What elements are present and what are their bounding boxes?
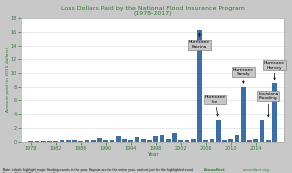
Bar <box>253 139 258 142</box>
Bar <box>235 135 239 142</box>
Bar <box>204 140 208 142</box>
Bar <box>210 139 214 142</box>
Bar <box>191 139 196 142</box>
Bar <box>85 140 89 142</box>
Bar <box>247 140 252 142</box>
Bar <box>35 141 39 142</box>
Bar <box>97 138 102 142</box>
Bar <box>53 141 58 142</box>
Bar <box>79 141 83 142</box>
Text: EconoFact: EconoFact <box>204 168 226 172</box>
Bar <box>241 87 246 142</box>
Bar <box>228 139 233 142</box>
Bar <box>128 140 133 142</box>
Bar <box>41 141 46 142</box>
Bar <box>103 140 108 142</box>
Bar <box>141 139 146 142</box>
Text: Hurricane
Sandy: Hurricane Sandy <box>233 68 254 83</box>
Bar <box>91 140 95 142</box>
Bar <box>260 120 265 142</box>
Bar <box>116 136 121 142</box>
Text: econofact.org: econofact.org <box>242 168 269 172</box>
Y-axis label: Amount paid (in 2015 dollars): Amount paid (in 2015 dollars) <box>6 47 10 112</box>
Bar <box>222 140 227 142</box>
Bar <box>135 137 139 142</box>
Bar <box>110 140 114 142</box>
Bar <box>160 135 164 142</box>
Bar <box>60 140 64 142</box>
Bar <box>122 139 127 142</box>
Bar <box>272 83 277 142</box>
Text: Louisiana
Flooding: Louisiana Flooding <box>258 92 279 117</box>
X-axis label: Year: Year <box>147 152 159 157</box>
Text: Hurricane
Ike: Hurricane Ike <box>205 95 226 116</box>
Bar <box>166 139 171 142</box>
Title: Loss Dollars Paid by the National Flood Insurance Program
(1978-2017): Loss Dollars Paid by the National Flood … <box>61 6 245 16</box>
Bar <box>28 141 33 142</box>
Text: Hurricane
Harvey: Hurricane Harvey <box>264 61 285 80</box>
Bar <box>47 141 52 142</box>
Text: Note: Labels highlight major flooding events in the year. Payouts are for the en: Note: Labels highlight major flooding ev… <box>3 168 194 172</box>
Bar <box>185 140 190 142</box>
Bar <box>172 133 177 142</box>
Bar <box>153 136 158 142</box>
Bar <box>266 140 271 142</box>
Bar <box>72 140 77 142</box>
Bar <box>216 120 221 142</box>
Text: Hurricane
Katrina: Hurricane Katrina <box>189 33 210 49</box>
Bar <box>197 30 202 142</box>
Bar <box>178 140 183 142</box>
Text: Source: National Flood Insurance Program: Source: National Flood Insurance Program <box>3 172 66 173</box>
Bar <box>66 140 71 142</box>
Bar <box>147 140 152 142</box>
